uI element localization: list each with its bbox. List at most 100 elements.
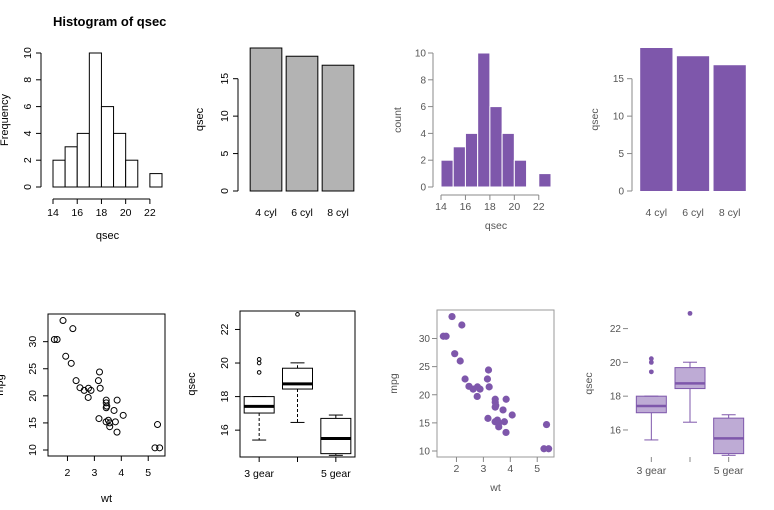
y-tick-label: 0 bbox=[420, 183, 426, 194]
x-tick-label: 6 cyl bbox=[682, 207, 704, 219]
x-tick-label: 2 bbox=[454, 463, 460, 475]
y-tick-label: 16 bbox=[610, 425, 622, 436]
histogram-bar bbox=[501, 132, 515, 188]
data-point bbox=[473, 383, 482, 391]
data-point bbox=[499, 406, 507, 414]
outlier-point bbox=[648, 369, 654, 375]
data-point bbox=[50, 336, 58, 343]
data-point bbox=[484, 366, 493, 374]
histogram-bar bbox=[52, 159, 66, 188]
y-tick-label: 8 bbox=[22, 77, 34, 83]
y-tick-label: 16 bbox=[219, 424, 231, 436]
x-tick-label: 5 bbox=[534, 463, 540, 475]
x-tick-label: 4 bbox=[507, 463, 513, 475]
data-point bbox=[59, 317, 67, 325]
x-tick-label: 5 bbox=[145, 467, 151, 479]
y-tick-label: 10 bbox=[27, 444, 39, 456]
chart-title: Histogram of qsec bbox=[53, 14, 166, 29]
outlier-point bbox=[256, 370, 262, 375]
bar bbox=[285, 55, 319, 192]
data-point bbox=[465, 382, 473, 390]
data-point bbox=[102, 399, 110, 407]
y-tick-label: 4 bbox=[22, 130, 34, 136]
x-tick-label: 8 cyl bbox=[719, 207, 741, 219]
bar bbox=[676, 56, 710, 192]
x-tick-label: 16 bbox=[71, 207, 83, 219]
y-tick-label: 20 bbox=[610, 358, 622, 369]
x-tick-label: 14 bbox=[435, 201, 447, 213]
outlier-point bbox=[256, 357, 262, 362]
outlier-point bbox=[295, 312, 300, 317]
panel-p1: Histogram of qsec Frequency qsec 0 2 4 6 8 10 14 1… bbox=[0, 14, 166, 242]
y-tick-label: 18 bbox=[219, 391, 231, 403]
data-point bbox=[69, 325, 77, 333]
y-tick-label: 15 bbox=[27, 417, 39, 429]
x-tick-label: 20 bbox=[508, 201, 520, 213]
histogram-bar bbox=[440, 159, 454, 188]
bar bbox=[321, 64, 355, 192]
x-tick-label: 5 gear bbox=[714, 465, 744, 477]
y-tick-label: 6 bbox=[22, 104, 34, 110]
iqr-box bbox=[674, 367, 706, 390]
iqr-box bbox=[713, 417, 745, 455]
data-point bbox=[84, 393, 92, 401]
x-tick-label: 22 bbox=[144, 207, 156, 219]
panel-p4: qsec 4 cyl 6 cyl 8 cyl 0 5 10 15 bbox=[589, 48, 746, 219]
x-tick-label: 3 bbox=[480, 463, 486, 475]
panel-p7: mpg wt 2 3 4 5 10 15 20 25 30 bbox=[388, 309, 555, 494]
data-point bbox=[110, 406, 118, 414]
data-point bbox=[542, 420, 551, 429]
x-tick-label: 14 bbox=[47, 207, 59, 219]
data-point bbox=[484, 414, 492, 422]
y-tick-label: 22 bbox=[219, 323, 231, 335]
x-tick-label: 6 cyl bbox=[291, 207, 313, 219]
y-tick-label: 10 bbox=[22, 47, 34, 59]
histogram-bar bbox=[513, 159, 528, 188]
data-point bbox=[113, 396, 121, 404]
histogram-bar bbox=[64, 146, 78, 188]
y-tick-label: 25 bbox=[419, 362, 431, 373]
x-axis-label: qsec bbox=[96, 230, 120, 242]
data-point bbox=[456, 357, 464, 365]
y-axis-label: qsec bbox=[589, 108, 601, 130]
x-axis-label: wt bbox=[100, 493, 112, 505]
histogram-bar bbox=[477, 52, 491, 188]
iqr-box bbox=[320, 417, 352, 455]
data-point bbox=[102, 396, 110, 404]
data-point bbox=[491, 403, 499, 411]
data-point bbox=[84, 384, 92, 392]
data-point bbox=[62, 352, 70, 360]
y-tick-label: 0 bbox=[219, 188, 231, 194]
data-point bbox=[95, 415, 103, 423]
data-point bbox=[96, 368, 103, 376]
y-tick-label: 15 bbox=[419, 418, 431, 429]
histogram-bar bbox=[538, 173, 552, 188]
x-tick-label: 20 bbox=[120, 207, 132, 219]
histogram-bar bbox=[452, 146, 466, 188]
y-tick-label: 10 bbox=[219, 110, 231, 122]
histogram-bar bbox=[113, 132, 127, 188]
data-point bbox=[156, 444, 164, 452]
data-point bbox=[151, 444, 159, 452]
panel-p5: mpg wt 2 3 4 5 10 15 20 25 30 bbox=[0, 313, 166, 505]
histogram-bar bbox=[464, 132, 479, 188]
data-point bbox=[485, 383, 493, 391]
data-point bbox=[96, 384, 104, 392]
x-tick-label: 2 bbox=[65, 467, 71, 479]
data-point bbox=[451, 350, 459, 358]
x-tick-label: 3 bbox=[91, 467, 97, 479]
panel-p3: count qsec 0 2 4 6 8 10 14 16 18 20 22 bbox=[392, 49, 552, 232]
y-axis-label: mpg bbox=[0, 374, 6, 395]
data-point bbox=[111, 418, 119, 426]
y-tick-label: 4 bbox=[420, 129, 426, 140]
plot-frame bbox=[47, 313, 166, 457]
data-point bbox=[154, 421, 162, 429]
y-tick-label: 20 bbox=[419, 390, 431, 401]
data-point bbox=[491, 395, 499, 403]
y-tick-label: 8 bbox=[420, 75, 426, 86]
y-tick-label: 10 bbox=[419, 447, 431, 458]
outlier-point bbox=[687, 310, 693, 316]
y-axis-label: mpg bbox=[388, 373, 400, 394]
data-point bbox=[94, 377, 102, 385]
